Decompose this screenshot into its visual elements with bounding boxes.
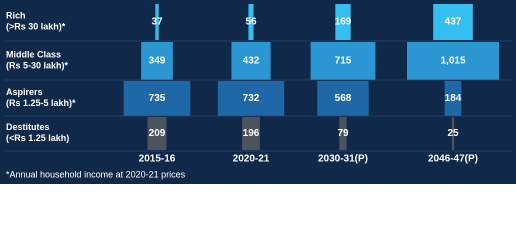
value-label: 715 xyxy=(335,56,352,67)
footnote: *Annual household income at 2020-21 pric… xyxy=(6,169,186,179)
value-label: 196 xyxy=(243,128,260,139)
value-label: 349 xyxy=(149,56,166,67)
bar xyxy=(147,117,167,150)
value-label: 568 xyxy=(335,93,352,104)
x-tick-label: 2030-31(P) xyxy=(318,154,368,165)
chart: *Annual household income at 2020-21 pric… xyxy=(0,0,516,184)
bar xyxy=(339,117,347,150)
bar xyxy=(451,117,455,150)
bar xyxy=(123,81,191,116)
bar xyxy=(407,42,499,80)
row-sublabel: (>Rs 30 lakh)* xyxy=(6,21,66,31)
row-label: Middle Class xyxy=(6,49,61,59)
bar xyxy=(141,42,173,80)
row-sublabel: (<Rs 1.25 lakh) xyxy=(6,133,69,143)
value-label: 735 xyxy=(149,93,166,104)
value-label: 184 xyxy=(445,93,462,104)
row-label: Rich xyxy=(6,10,26,20)
bar xyxy=(433,4,473,40)
value-label: 209 xyxy=(149,128,166,139)
value-label: 437 xyxy=(445,17,462,28)
bar xyxy=(217,81,285,116)
row-label: Destitutes xyxy=(6,122,50,132)
value-label: 25 xyxy=(447,128,459,139)
bar xyxy=(155,4,159,40)
bar xyxy=(444,81,462,116)
value-label: 1,015 xyxy=(440,56,465,67)
row-sublabel: (Rs 1.25-5 lakh)* xyxy=(6,98,76,108)
value-label: 432 xyxy=(243,56,260,67)
bar xyxy=(310,42,376,80)
x-tick-label: 2046-47(P) xyxy=(428,154,478,165)
row-label: Aspirers xyxy=(6,87,43,97)
value-label: 169 xyxy=(335,17,352,28)
bar xyxy=(231,42,271,80)
value-label: 56 xyxy=(245,17,257,28)
bar xyxy=(242,117,260,150)
x-tick-label: 2020-21 xyxy=(233,154,270,165)
row-sublabel: (Rs 5-30 lakh)* xyxy=(6,60,69,70)
value-label: 79 xyxy=(337,128,349,139)
bar xyxy=(335,4,351,40)
value-label: 732 xyxy=(243,93,260,104)
x-tick-label: 2015-16 xyxy=(139,154,176,165)
bar xyxy=(317,81,369,116)
value-label: 37 xyxy=(151,17,163,28)
bar xyxy=(248,4,254,40)
